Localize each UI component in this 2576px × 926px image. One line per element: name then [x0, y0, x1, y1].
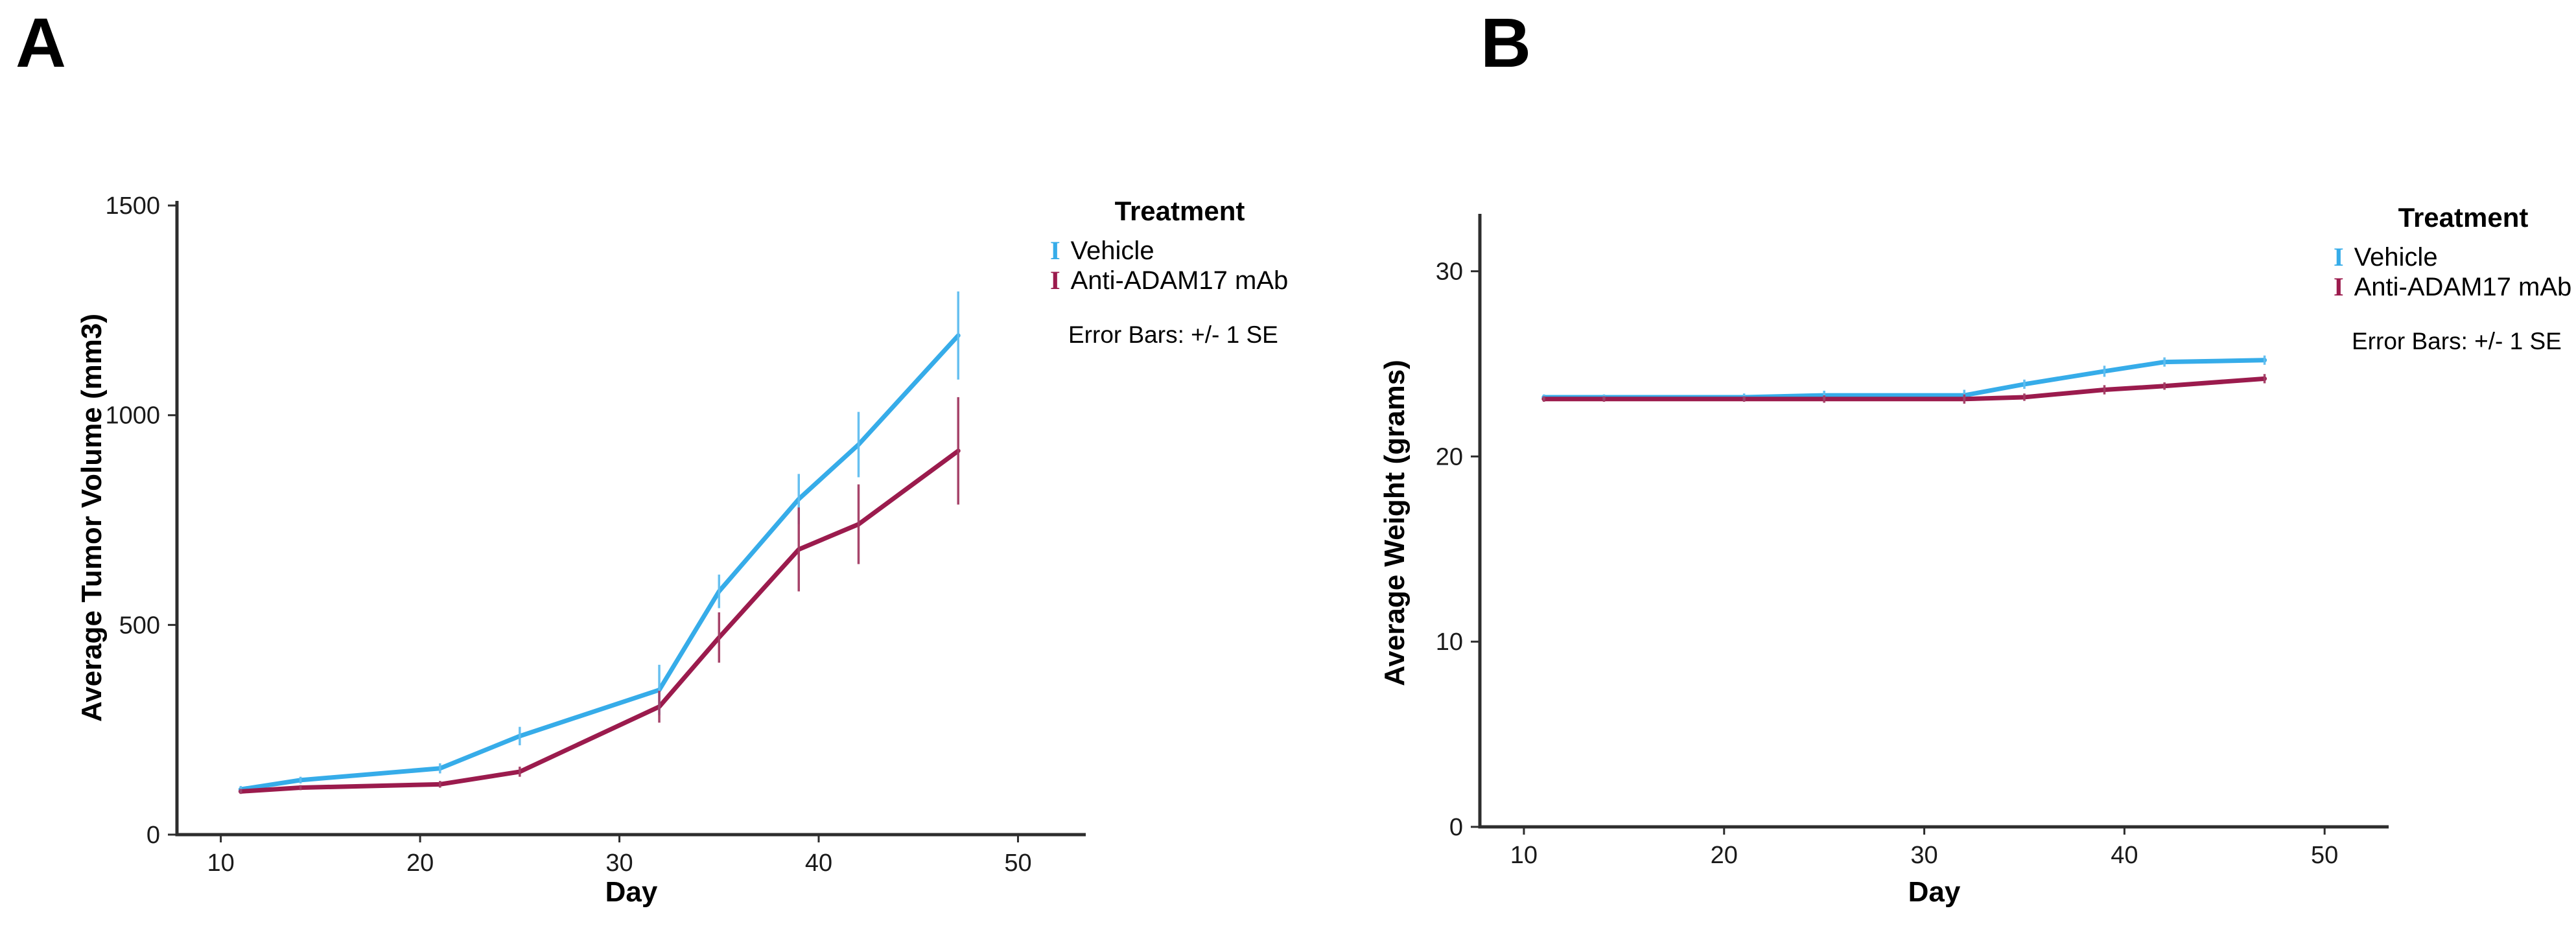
error-bars-note: Error Bars: +/- 1 SE — [2352, 328, 2562, 354]
panel-a-letter: A — [16, 3, 66, 82]
panel-b-letter: B — [1481, 3, 1531, 82]
legend-item-vehicle: I Vehicle — [2334, 242, 2576, 272]
x-tick-label: 30 — [1910, 842, 1938, 869]
weight-x-axis-label: Day — [1908, 876, 1961, 908]
y-tick-label: 500 — [119, 612, 160, 639]
legend-title: Treatment — [2398, 202, 2529, 233]
x-tick-label: 20 — [1711, 842, 1738, 869]
x-tick-label: 30 — [605, 850, 633, 877]
error-bar-glyph: I — [2334, 272, 2344, 301]
legend-item-anti-adam17: I Anti-ADAM17 mAb — [2334, 272, 2576, 302]
error-bars-note: Error Bars: +/- 1 SE — [1068, 321, 1278, 348]
axes — [1478, 214, 2389, 829]
y-tick-label: 0 — [1449, 814, 1463, 841]
x-tick-label: 40 — [2111, 842, 2138, 869]
legend-item-vehicle: I Vehicle — [1050, 236, 1309, 266]
legend-label-anti-adam17: Anti-ADAM17 mAb — [1070, 266, 1289, 295]
x-tick-label: 50 — [1004, 850, 1031, 877]
legend-panel-b: Treatment I Vehicle I Anti-ADAM17 mAb Er… — [2334, 202, 2576, 355]
x-tick-label: 10 — [207, 850, 234, 877]
legend-item-anti-adam17: I Anti-ADAM17 mAb — [1050, 266, 1309, 295]
error-bar-glyph: I — [1050, 236, 1060, 265]
y-tick-label: 1500 — [105, 192, 160, 220]
x-tick-label: 50 — [2311, 842, 2338, 869]
y-tick-label: 1000 — [105, 402, 160, 430]
error-bar-glyph: I — [1050, 266, 1060, 295]
y-tick-label: 10 — [1436, 629, 1463, 656]
legend-label-anti-adam17: Anti-ADAM17 mAb — [2354, 273, 2572, 301]
legend-panel-a: Treatment I Vehicle I Anti-ADAM17 mAb Er… — [1050, 196, 1309, 349]
y-tick-label: 0 — [146, 822, 160, 849]
x-tick-label: 40 — [805, 850, 832, 877]
tumor-volume-x-axis-label: Day — [605, 876, 658, 908]
y-tick-label: 20 — [1436, 443, 1463, 470]
y-tick-label: 30 — [1436, 259, 1463, 286]
error-bar-glyph: I — [2334, 242, 2344, 272]
legend-label-vehicle: Vehicle — [2354, 243, 2438, 272]
weight-y-axis-label: Average Weight (grams) — [1379, 360, 1411, 686]
x-tick-label: 10 — [1510, 842, 1538, 869]
legend-label-vehicle: Vehicle — [1070, 237, 1154, 265]
legend-title: Treatment — [1114, 196, 1245, 226]
series-line-vehicle — [1541, 358, 2267, 400]
x-tick-label: 20 — [406, 850, 434, 877]
